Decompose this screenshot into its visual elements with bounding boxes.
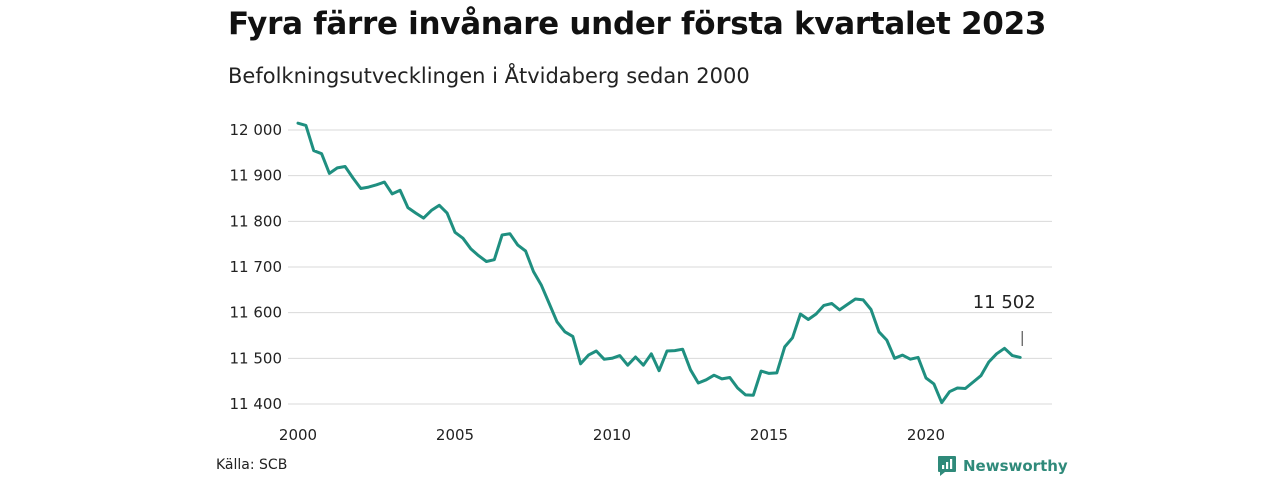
x-axis-ticks: 2000 2005 2010 2015 2020 (279, 426, 945, 444)
y-tick-label: 11 400 (230, 395, 283, 413)
x-tick-label: 2010 (593, 426, 631, 444)
newsworthy-logo-icon (938, 456, 956, 476)
gridlines (288, 129, 1052, 405)
x-tick-label: 2000 (279, 426, 317, 444)
y-tick-label: 11 600 (230, 304, 283, 322)
y-axis-ticks: 11 400 11 500 11 600 11 700 11 800 11 900 12 0… (230, 121, 283, 413)
x-tick-label: 2005 (436, 426, 474, 444)
brand-logo[interactable]: Newsworthy (937, 455, 1068, 477)
chart-title: Fyra färre invånare under första kvartal… (228, 6, 1047, 42)
x-tick-label: 2020 (907, 426, 945, 444)
source-note: Källa: SCB (216, 457, 288, 473)
annotation-last-value: 11 502 (973, 292, 1036, 313)
x-tick-label: 2015 (750, 426, 788, 444)
chart-subtitle: Befolkningsutvecklingen i Åtvidaberg sed… (228, 64, 750, 88)
y-tick-label: 11 800 (230, 212, 283, 230)
population-line (296, 121, 1022, 405)
y-tick-label: 12 000 (230, 121, 283, 139)
y-tick-label: 11 500 (230, 349, 283, 367)
brand-name: Newsworthy (963, 457, 1068, 475)
y-tick-label: 11 900 (230, 167, 283, 185)
y-tick-label: 11 700 (230, 258, 283, 276)
